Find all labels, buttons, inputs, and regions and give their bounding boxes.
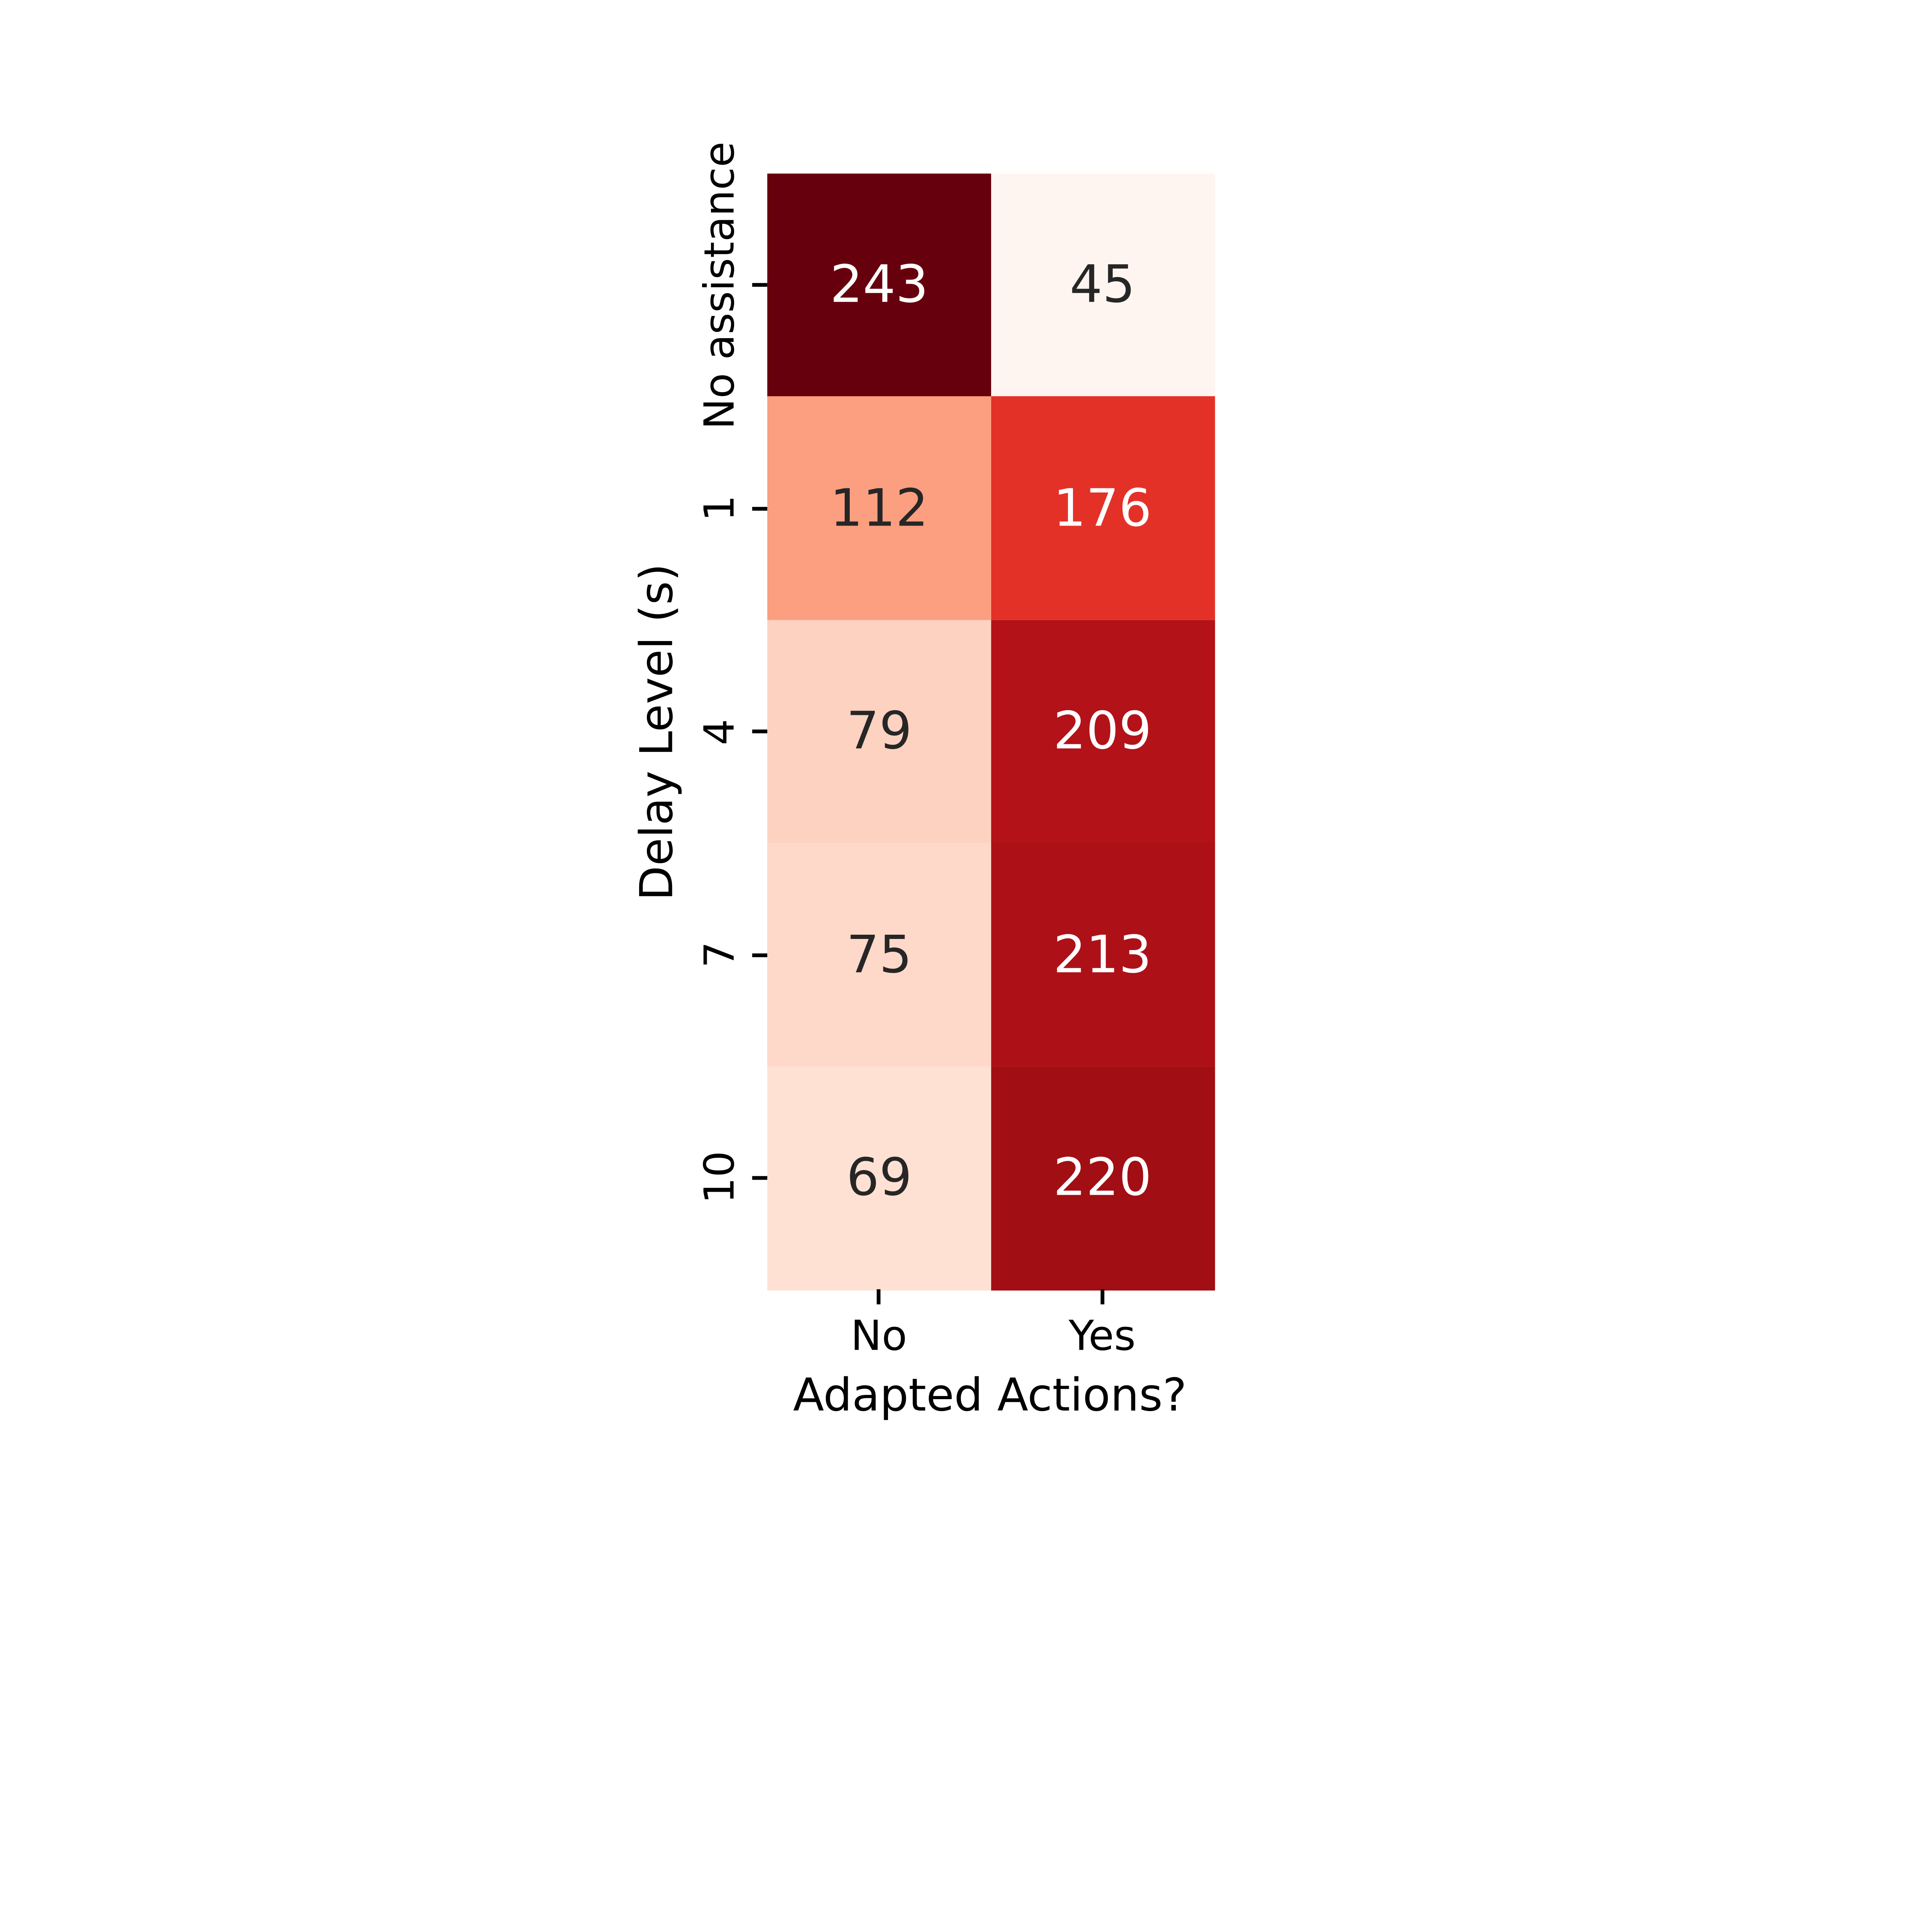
y-tick-mark	[752, 1176, 767, 1180]
heatmap-cell: 79	[767, 620, 992, 844]
cell-value: 75	[846, 924, 912, 985]
heatmap-cell: 45	[990, 173, 1214, 398]
y-tick-mark	[752, 283, 767, 287]
cell-value: 79	[846, 701, 912, 762]
cell-value: 176	[1053, 478, 1152, 538]
heatmap-figure: 243 45 112 176 79 209 75 213 69 220 No assistance…	[632, 141, 1214, 1422]
y-axis-label: Delay Level (s)	[632, 563, 684, 901]
y-tick-mark	[752, 952, 767, 957]
y-tick-label: No assistance	[694, 141, 744, 429]
x-axis-label: Adapted Actions?	[793, 1370, 1187, 1422]
y-tick-mark	[752, 730, 767, 734]
cell-value: 213	[1053, 924, 1152, 985]
cell-value: 69	[846, 1147, 912, 1208]
x-tick-label: No	[850, 1311, 907, 1360]
x-tick-label: Yes	[1068, 1311, 1136, 1360]
cell-value: 209	[1053, 701, 1152, 762]
cell-value: 112	[830, 478, 929, 538]
heatmap-cell: 209	[990, 620, 1214, 844]
y-tick-label: 1	[694, 495, 744, 522]
heatmap-cell: 220	[990, 1066, 1214, 1290]
y-tick-label: 7	[694, 941, 744, 968]
x-tick-mark	[1100, 1289, 1104, 1305]
y-tick-label: 10	[694, 1151, 744, 1204]
x-tick-mark	[877, 1289, 881, 1305]
heatmap-cell: 243	[767, 173, 992, 398]
heatmap-cell: 112	[767, 396, 992, 621]
cell-value: 45	[1070, 255, 1136, 315]
cell-value: 243	[830, 255, 929, 315]
heatmap-cell: 176	[990, 396, 1214, 621]
heatmap-cell: 69	[767, 1066, 992, 1290]
heatmap-cell: 75	[767, 843, 992, 1067]
y-tick-mark	[752, 506, 767, 510]
cell-value: 220	[1053, 1147, 1152, 1208]
heatmap-cell: 213	[990, 843, 1214, 1067]
y-tick-label: 4	[694, 718, 744, 745]
